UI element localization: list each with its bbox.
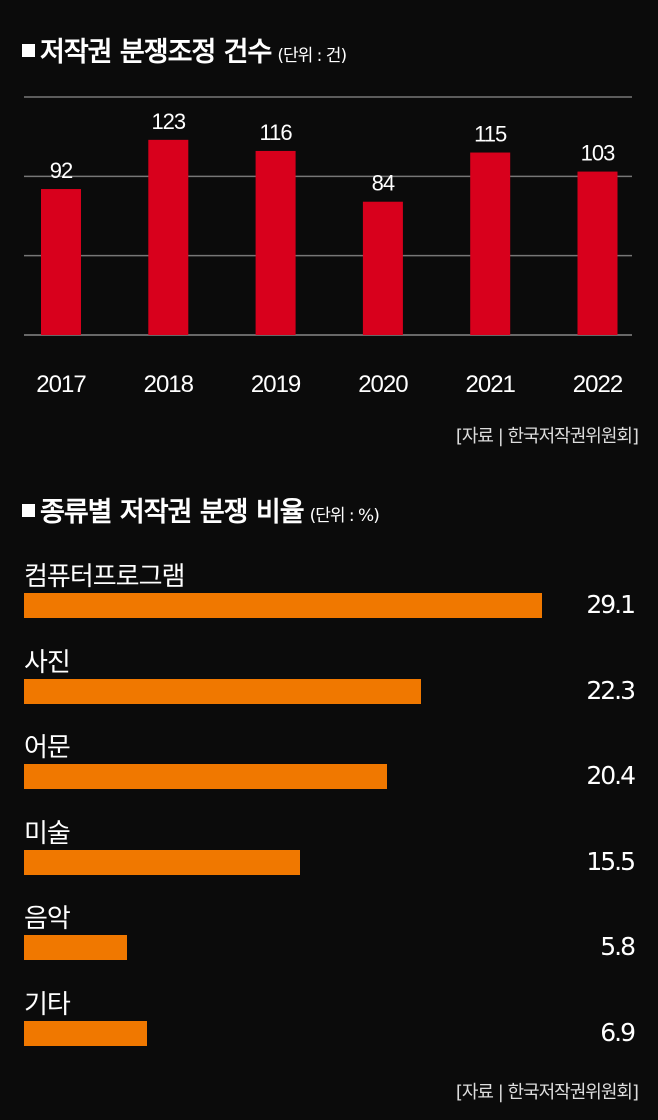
bar-컴퓨터프로그램 xyxy=(24,593,542,618)
value-label: 29.1 xyxy=(586,590,636,619)
chart2-unit: (단위 : %) xyxy=(309,506,380,526)
chart1-title-text: 저작권 분쟁조정 건수 xyxy=(40,37,272,68)
x-tick-label: 2020 xyxy=(358,371,408,398)
bar-음악 xyxy=(24,935,128,960)
data-label: 115 xyxy=(474,122,507,147)
value-label: 5.8 xyxy=(600,932,636,961)
vertical-bar-chart: 92 2017 123 2018 116 2019 84 2020 115 2021 103 2022 xyxy=(24,96,632,398)
data-label: 116 xyxy=(260,120,293,145)
category-label: 어문 xyxy=(24,733,71,763)
square-bullet-icon xyxy=(22,44,35,57)
bar-2022 xyxy=(577,171,618,335)
bar-2018 xyxy=(148,139,189,335)
x-tick-label: 2022 xyxy=(573,371,623,398)
data-label: 92 xyxy=(50,158,73,183)
x-tick-label: 2017 xyxy=(36,371,86,398)
chart2-title: 종류별 저작권 분쟁 비율 (단위 : %) xyxy=(22,490,380,529)
category-label: 사진 xyxy=(24,647,71,678)
x-tick-label: 2019 xyxy=(251,371,301,398)
data-label: 123 xyxy=(151,109,185,134)
category-label: 미술 xyxy=(24,818,71,849)
data-label: 103 xyxy=(581,141,615,166)
chart2-title-text: 종류별 저작권 분쟁 비율 xyxy=(40,497,305,528)
value-label: 22.3 xyxy=(586,675,636,705)
x-tick-label: 2021 xyxy=(466,371,516,398)
bar-2017 xyxy=(41,189,81,335)
bar-2020 xyxy=(362,201,403,335)
square-bullet-icon xyxy=(22,504,35,517)
x-tick-label: 2018 xyxy=(144,371,194,398)
bar-2021 xyxy=(470,152,511,335)
value-label: 6.9 xyxy=(600,1017,636,1047)
bar-미술 xyxy=(24,849,300,875)
category-label: 컴퓨터프로그램 xyxy=(24,562,185,592)
chart1-unit: (단위 : 건) xyxy=(277,46,347,66)
value-label: 20.4 xyxy=(586,761,636,790)
data-label: 84 xyxy=(372,171,395,196)
bar-어문 xyxy=(24,764,388,789)
category-label: 음악 xyxy=(24,904,71,934)
chart2-source: [자료 | 한국저작권위원회] xyxy=(455,1082,639,1103)
chart1-title: 저작권 분쟁조정 건수 (단위 : 건) xyxy=(22,30,347,69)
bar-사진 xyxy=(24,678,421,704)
chart1-source: [자료 | 한국저작권위원회] xyxy=(455,426,639,447)
bar-2019 xyxy=(255,150,296,335)
bar-기타 xyxy=(24,1020,147,1046)
category-label: 기타 xyxy=(24,989,71,1020)
value-label: 15.5 xyxy=(586,846,636,876)
